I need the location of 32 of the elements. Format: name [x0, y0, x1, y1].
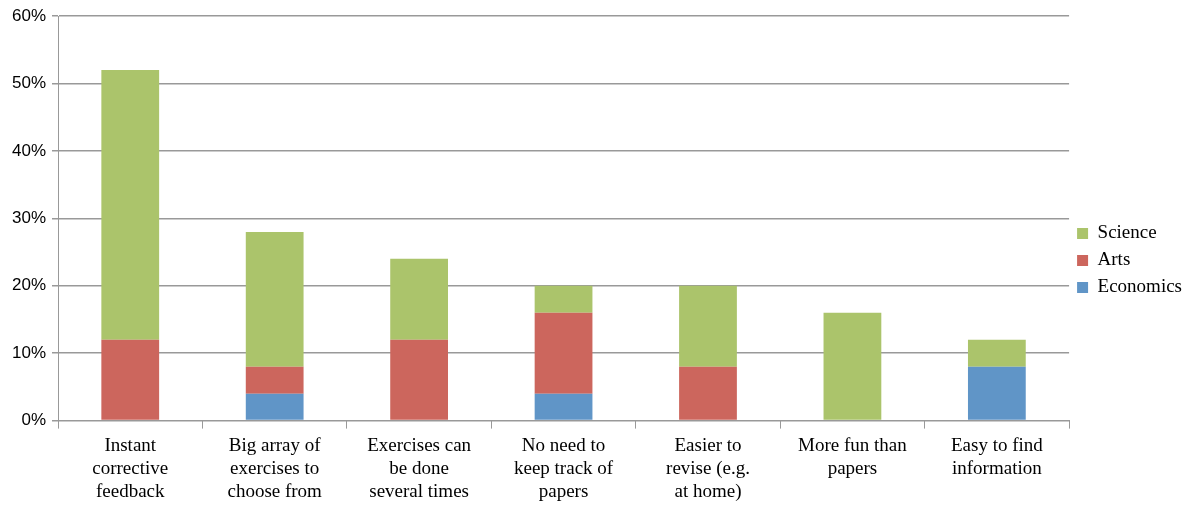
x-tick-label: Easy to find information: [950, 433, 1044, 478]
bar: [679, 285, 737, 367]
legend-label: Arts: [1097, 248, 1131, 270]
bar: [101, 339, 160, 420]
bar: [534, 285, 593, 313]
x-tick-label: More fun than papers: [798, 433, 908, 478]
y-tick-label: 0%: [21, 410, 47, 430]
y-tick-label: 50%: [11, 73, 47, 93]
x-tick-label: Easier to revise (e.g. at home): [666, 433, 750, 502]
bar: [823, 312, 882, 420]
x-tick-label: Exercises can be done several times: [367, 433, 472, 501]
y-tick-label: 30%: [11, 208, 47, 228]
y-tick-label: 40%: [11, 140, 47, 160]
bar: [534, 393, 593, 420]
bar: [967, 339, 1026, 367]
bar: [534, 312, 593, 394]
bar: [245, 393, 304, 420]
y-tick-label: 10%: [11, 342, 47, 362]
bar: [679, 366, 737, 420]
x-tick-label: Big array of exercises to choose from: [227, 433, 323, 501]
bar: [245, 231, 304, 367]
x-tick-label: Instant corrective feedback: [92, 433, 169, 501]
bar: [967, 366, 1026, 420]
y-tick-label: 20%: [11, 275, 47, 295]
bar: [390, 339, 448, 420]
y-tick-label: 60%: [11, 5, 47, 25]
bar: [245, 366, 304, 394]
legend-label: Science: [1097, 221, 1157, 243]
bar: [101, 70, 160, 340]
bar: [390, 258, 448, 340]
x-tick-label: No need to keep track of papers: [513, 433, 614, 501]
legend-label: Economics: [1097, 275, 1183, 297]
